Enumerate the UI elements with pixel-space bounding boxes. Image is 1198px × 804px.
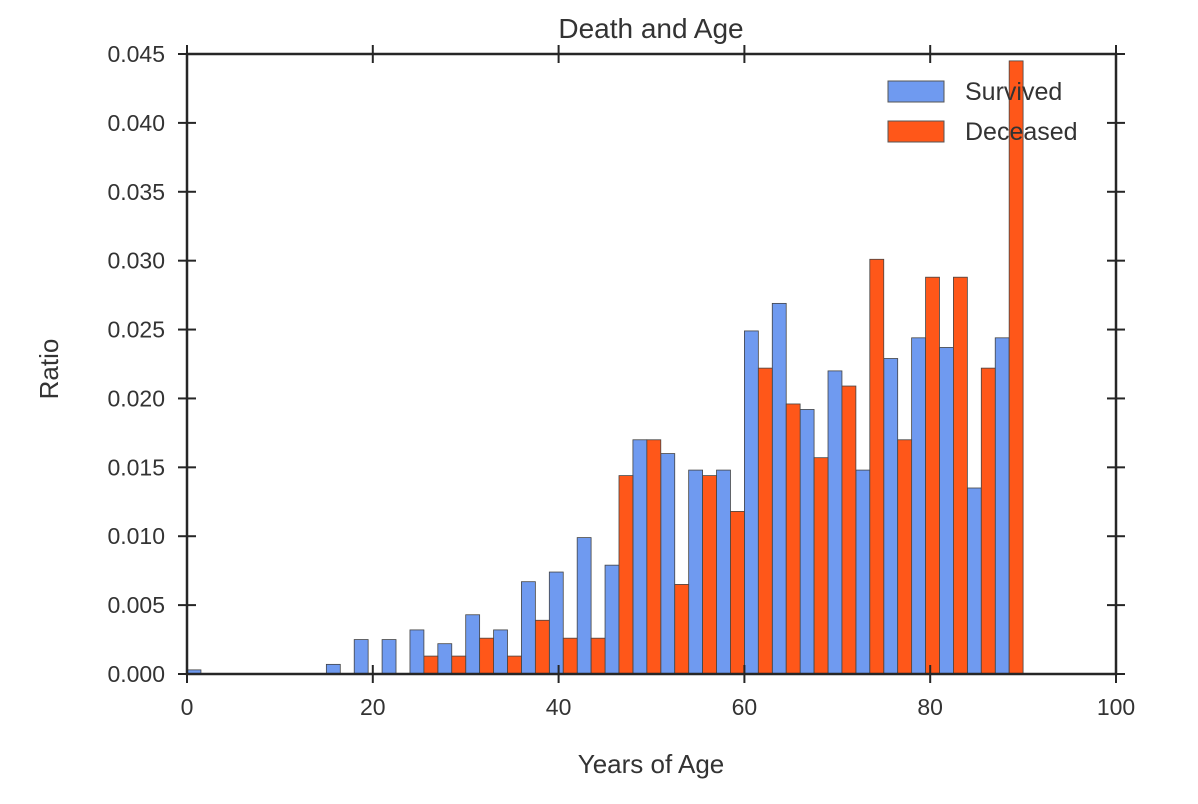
bar-deceased-19 — [730, 511, 745, 675]
bar-deceased-28 — [980, 367, 996, 675]
legend-label-deceased: Deceased — [965, 118, 1078, 146]
bar-survived-9 — [437, 643, 453, 675]
y-tick-label: 0.045 — [107, 41, 165, 67]
x-axis-label: Years of Age — [578, 749, 725, 779]
bar-survived-5 — [325, 663, 341, 675]
bar-deceased-9 — [451, 655, 467, 675]
legend-swatch-survived — [887, 80, 945, 103]
bar-survived-14 — [576, 537, 592, 675]
y-tick-label: 0.030 — [107, 248, 165, 274]
bar-survived-10 — [465, 614, 481, 675]
bar-survived-16 — [632, 439, 648, 675]
bar-survived-27 — [939, 347, 954, 675]
y-tick-label: 0.035 — [107, 179, 165, 205]
bar-deceased-24 — [869, 258, 885, 675]
y-tick-label: 0.000 — [107, 661, 165, 687]
bar-survived-25 — [883, 358, 899, 675]
legend: Survived Deceased — [887, 78, 1078, 146]
x-tick-label: 80 — [917, 694, 943, 720]
bar-survived-15 — [604, 564, 620, 675]
bar-deceased-8 — [423, 655, 439, 675]
x-tick-label: 60 — [732, 694, 758, 720]
bar-survived-21 — [771, 302, 787, 675]
x-tick-label: 20 — [360, 694, 386, 720]
bar-deceased-14 — [590, 637, 606, 675]
bar-survived-7 — [381, 639, 397, 675]
y-tick-label: 0.005 — [107, 592, 165, 618]
legend-swatch-deceased — [887, 120, 945, 143]
bar-deceased-23 — [841, 385, 857, 675]
y-tick-label: 0.015 — [107, 454, 165, 480]
bar-deceased-13 — [562, 637, 578, 675]
bar-deceased-18 — [702, 475, 717, 675]
bar-survived-6 — [353, 639, 369, 675]
bar-survived-20 — [744, 330, 759, 675]
y-tick-label: 0.040 — [107, 110, 165, 136]
y-axis-label: Ratio — [34, 339, 64, 400]
bar-deceased-17 — [674, 584, 690, 675]
bar-survived-11 — [493, 629, 508, 675]
legend-label-survived: Survived — [965, 78, 1062, 106]
y-tick-label: 0.010 — [107, 523, 165, 549]
y-tick-label: 0.025 — [107, 317, 165, 343]
bar-survived-29 — [994, 337, 1010, 675]
chart-title: Death and Age — [558, 13, 743, 44]
bar-survived-18 — [688, 469, 703, 675]
bar-deceased-21 — [785, 403, 801, 675]
x-tick-label: 100 — [1097, 694, 1135, 720]
ticks-layer: 0 20 40 60 80 100 0.000 0.005 0.010 0.015 0.020 0.0… — [107, 41, 1135, 720]
bar-deceased-16 — [646, 439, 662, 675]
bar-survived-12 — [521, 581, 536, 675]
x-tick-label: 40 — [546, 694, 572, 720]
bar-deceased-22 — [813, 457, 829, 675]
bar-deceased-25 — [897, 439, 913, 675]
bar-survived-28 — [966, 487, 982, 675]
bar-survived-13 — [548, 571, 564, 675]
bar-deceased-20 — [757, 367, 773, 675]
bar-survived-17 — [660, 453, 676, 675]
bar-survived-19 — [716, 469, 731, 675]
bar-deceased-12 — [534, 619, 550, 675]
bar-deceased-11 — [507, 655, 522, 675]
plot-frame — [185, 52, 1118, 676]
bar-survived-23 — [827, 370, 843, 675]
bar-deceased-10 — [479, 637, 494, 675]
bar-deceased-15 — [618, 475, 634, 675]
bar-survived-22 — [799, 409, 815, 675]
x-tick-label: 0 — [181, 694, 194, 720]
bar-survived-8 — [409, 629, 425, 675]
bar-survived-24 — [855, 469, 871, 675]
bars-layer — [186, 60, 1024, 675]
y-tick-label: 0.020 — [107, 385, 165, 411]
bar-deceased-26 — [925, 276, 940, 675]
bar-deceased-29 — [1008, 60, 1024, 675]
bar-survived-26 — [911, 337, 926, 675]
bar-deceased-27 — [953, 276, 968, 675]
